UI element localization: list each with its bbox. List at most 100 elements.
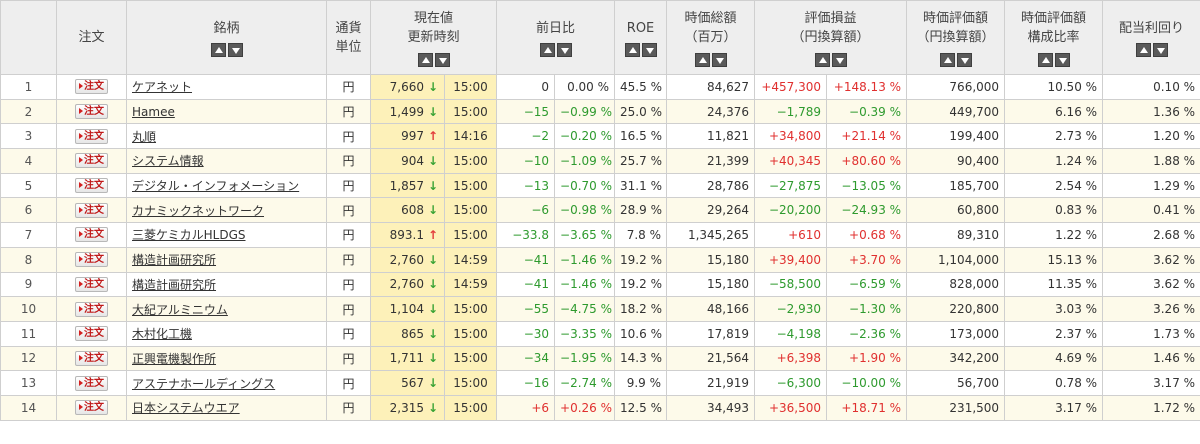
sort-down-icon[interactable]	[434, 52, 450, 67]
market-value: 342,200	[906, 345, 1006, 372]
stock-name-link[interactable]: カナミックネットワーク	[132, 203, 265, 218]
sort-up-icon[interactable]	[939, 52, 955, 67]
stock-name-cell: 構造計画研究所	[126, 246, 327, 273]
sort-down-icon[interactable]	[641, 43, 657, 57]
profit-loss-percent: +80.60 %	[826, 148, 908, 174]
order-button[interactable]: 注文	[75, 350, 108, 366]
market-value: 56,700	[906, 370, 1006, 396]
header-order: 注文	[56, 0, 127, 75]
play-icon	[79, 330, 83, 337]
order-button[interactable]: 注文	[75, 301, 108, 317]
composition-ratio: 1.24 %	[1004, 148, 1104, 174]
currency-unit: 円	[326, 74, 371, 100]
order-button[interactable]: 注文	[75, 202, 108, 218]
table-row: 7 注文 三菱ケミカルHLDGS 円 893.1 ↑ 15:00 −33.8 −3…	[0, 222, 1200, 248]
update-time: 14:16	[443, 123, 498, 150]
order-button[interactable]: 注文	[75, 79, 108, 95]
play-icon	[79, 404, 83, 411]
change-percent: −1.95 %	[554, 345, 616, 372]
composition-ratio: 10.50 %	[1004, 74, 1104, 100]
profit-loss-amount: +39,400	[754, 246, 828, 273]
stock-name-link[interactable]: 正興電機製作所	[132, 351, 217, 366]
order-button[interactable]: 注文	[75, 128, 108, 144]
current-price-cell: 7,660 ↓	[370, 74, 445, 100]
stock-name-link[interactable]: 三菱ケミカルHLDGS	[132, 228, 246, 243]
current-price-cell: 997 ↑	[370, 123, 445, 150]
sort-up-icon[interactable]	[417, 52, 433, 67]
change-amount: −13	[496, 172, 556, 199]
stock-name-link[interactable]: Hamee	[132, 104, 175, 119]
order-button[interactable]: 注文	[75, 326, 108, 342]
profit-loss-percent: +21.14 %	[826, 123, 908, 150]
stock-name-link[interactable]: 丸順	[132, 129, 157, 144]
row-number: 6	[0, 197, 57, 224]
play-icon	[79, 256, 83, 263]
order-button[interactable]: 注文	[75, 276, 108, 292]
table-row: 12 注文 正興電機製作所 円 1,711 ↓ 15:00 −34 −1.95 %…	[0, 345, 1200, 372]
arrow-down-icon: ↓	[427, 203, 439, 218]
stock-name-link[interactable]: 大紀アルミニウム	[132, 302, 228, 317]
sort-down-icon[interactable]	[1152, 43, 1168, 57]
order-button[interactable]: 注文	[75, 178, 108, 194]
order-button[interactable]: 注文	[75, 227, 108, 243]
stock-name-link[interactable]: 構造計画研究所	[132, 277, 217, 292]
sort-down-icon[interactable]	[1054, 52, 1070, 67]
sort-down-icon[interactable]	[956, 52, 972, 67]
stock-name-link[interactable]: システム情報	[132, 154, 204, 169]
order-button[interactable]: 注文	[75, 252, 108, 268]
order-button[interactable]: 注文	[75, 400, 108, 416]
change-amount: +6	[496, 394, 556, 421]
sort-down-icon[interactable]	[831, 52, 847, 67]
market-value: 828,000	[906, 271, 1006, 298]
sort-up-icon[interactable]	[624, 43, 640, 57]
order-button[interactable]: 注文	[75, 153, 108, 169]
stock-name-cell: Hamee	[126, 98, 327, 125]
stock-name-link[interactable]: デジタル・インフォメーション	[132, 179, 300, 194]
sort-down-icon[interactable]	[711, 52, 727, 67]
sort-up-icon[interactable]	[814, 52, 830, 67]
stock-name-link[interactable]: 構造計画研究所	[132, 253, 217, 268]
currency-unit: 円	[326, 123, 371, 150]
composition-ratio: 3.17 %	[1004, 394, 1104, 421]
currency-unit: 円	[326, 197, 371, 224]
current-price-cell: 2,315 ↓	[370, 394, 445, 421]
arrow-down-icon: ↓	[427, 400, 439, 415]
sort-up-icon[interactable]	[1037, 52, 1053, 67]
current-price: 865	[401, 326, 424, 341]
update-time: 15:00	[443, 172, 498, 199]
market-cap-value: 21,564	[666, 345, 756, 372]
arrow-down-icon: ↓	[427, 326, 439, 341]
order-button[interactable]: 注文	[75, 375, 108, 391]
currency-unit: 円	[326, 98, 371, 125]
composition-ratio: 2.54 %	[1004, 172, 1104, 199]
dividend-yield: 1.72 %	[1102, 394, 1200, 421]
stock-name-cell: デジタル・インフォメーション	[126, 172, 327, 199]
row-number: 5	[0, 172, 57, 199]
change-percent: −1.09 %	[554, 148, 616, 174]
change-amount: 0	[496, 74, 556, 100]
profit-loss-percent: −1.30 %	[826, 296, 908, 322]
stock-name-link[interactable]: 日本システムウエア	[132, 401, 240, 416]
profit-loss-amount: +6,398	[754, 345, 828, 372]
header-roe: ROE	[614, 0, 668, 75]
current-price: 608	[401, 203, 424, 218]
sort-up-icon[interactable]	[694, 52, 710, 67]
currency-unit: 円	[326, 271, 371, 298]
sort-up-icon[interactable]	[539, 43, 555, 57]
header-profit-loss: 評価損益 （円換算額）	[754, 0, 908, 75]
sort-down-icon[interactable]	[556, 43, 572, 57]
profit-loss-amount: −4,198	[754, 320, 828, 347]
header-stock-name: 銘柄	[126, 0, 327, 75]
stock-name-link[interactable]: 木村化工機	[132, 327, 193, 342]
stock-name-link[interactable]: アステナホールディングス	[132, 376, 276, 391]
profit-loss-percent: +1.90 %	[826, 345, 908, 372]
arrow-down-icon: ↓	[427, 153, 439, 168]
table-row: 6 注文 カナミックネットワーク 円 608 ↓ 15:00 −6 −0.98 %…	[0, 197, 1200, 224]
sort-down-icon[interactable]	[227, 43, 243, 57]
sort-up-icon[interactable]	[1135, 43, 1151, 57]
stock-name-link[interactable]: ケアネット	[132, 80, 193, 95]
change-amount: −2	[496, 123, 556, 150]
dividend-yield: 1.36 %	[1102, 98, 1200, 125]
order-button[interactable]: 注文	[75, 104, 108, 120]
sort-up-icon[interactable]	[210, 43, 226, 57]
